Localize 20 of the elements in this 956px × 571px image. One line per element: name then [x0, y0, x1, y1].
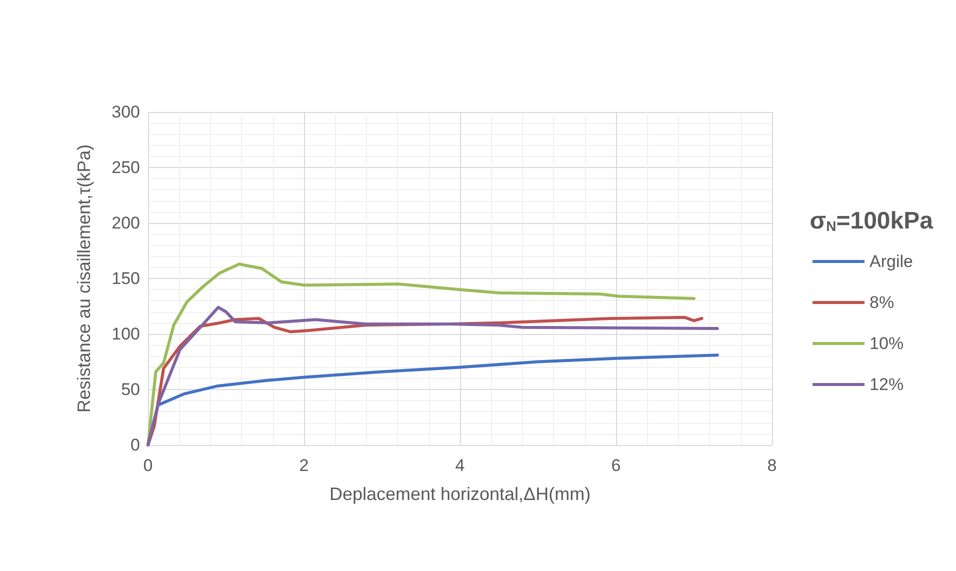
x-tick-label: 2 — [299, 456, 309, 475]
y-tick-label: 50 — [121, 380, 140, 399]
x-tick-label: 8 — [767, 456, 777, 475]
x-tick-label: 6 — [611, 456, 621, 475]
legend-label: 8% — [870, 293, 894, 312]
x-axis-title: Deplacement horizontal,ΔH(mm) — [329, 484, 591, 504]
legend-title: σN=100kPa — [810, 208, 934, 234]
y-tick-label: 150 — [112, 269, 140, 288]
y-tick-label: 0 — [130, 436, 140, 454]
y-axis-title: Resistance au cisaillement,τ(kPa) — [74, 144, 94, 413]
y-tick-label: 250 — [112, 158, 140, 177]
line-series — [146, 262, 696, 446]
legend-label: 12% — [870, 375, 904, 394]
y-tick-label: 200 — [112, 214, 140, 232]
legend-label: 10% — [870, 334, 904, 353]
y-tick-label: 100 — [112, 324, 140, 344]
legend-label: Argile — [870, 252, 914, 271]
y-tick-label: 300 — [112, 102, 140, 122]
x-tick-label: 4 — [455, 456, 465, 475]
x-tick-label: 0 — [143, 456, 153, 475]
